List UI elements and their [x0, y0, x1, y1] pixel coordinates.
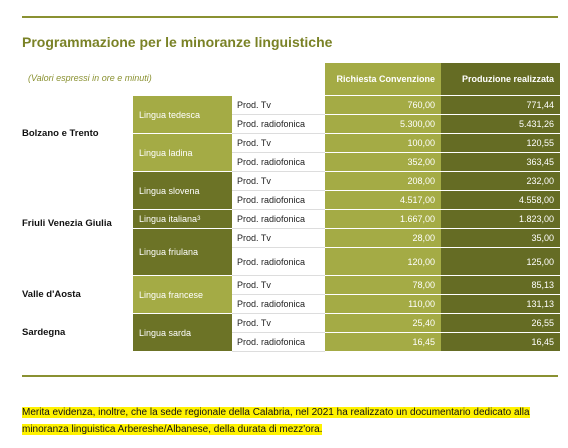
production-type: Prod. Tv [232, 172, 325, 191]
production-type: Prod. Tv [232, 134, 325, 153]
column-header: Produzione realizzata [441, 63, 560, 96]
language-name: Lingua italiana [139, 214, 198, 224]
production-type: Prod. radiofonica [232, 210, 325, 229]
language-name: Lingua tedesca [139, 109, 201, 120]
subtitle: (Valori espressi in ore e minuti) [28, 73, 152, 83]
requested-value: 4.517,00 [325, 191, 441, 210]
produced-value: 85,13 [441, 276, 560, 295]
column-header: Richiesta Convenzione [325, 63, 441, 96]
produced-value: 1.823,00 [441, 210, 560, 229]
footnote-ref: 3 [197, 216, 201, 222]
language-name: Lingua ladina [139, 147, 193, 158]
language-name: Lingua slovena [139, 185, 200, 196]
production-type: Prod. radiofonica [232, 191, 325, 210]
produced-value: 16,45 [441, 333, 560, 352]
requested-value: 78,00 [325, 276, 441, 295]
requested-value: 16,45 [325, 333, 441, 352]
production-type: Prod. Tv [232, 276, 325, 295]
language-name: Lingua sarda [139, 327, 192, 338]
produced-value: 232,00 [441, 172, 560, 191]
produced-value: 26,55 [441, 314, 560, 333]
region: Sardegna [22, 327, 66, 338]
language: Lingua sarda [133, 314, 232, 352]
produced-value: 5.431,26 [441, 115, 560, 134]
language: Lingua francese [133, 276, 232, 314]
produced-value: 120,55 [441, 134, 560, 153]
requested-value: 110,00 [325, 295, 441, 314]
requested-value: 28,00 [325, 229, 441, 248]
language: Lingua tedesca [133, 96, 232, 134]
produced-value: 125,00 [441, 248, 560, 276]
produced-value: 771,44 [441, 96, 560, 115]
requested-value: 25,40 [325, 314, 441, 333]
language: Lingua friulana [133, 229, 232, 276]
production-type: Prod. radiofonica [232, 153, 325, 172]
produced-value: 35,00 [441, 229, 560, 248]
requested-value: 5.300,00 [325, 115, 441, 134]
highlighted-text: Merita evidenza, inoltre, che la sede re… [22, 407, 530, 435]
production-type: Prod. radiofonica [232, 115, 325, 134]
language: Lingua slovena [133, 172, 232, 210]
requested-value: 352,00 [325, 153, 441, 172]
production-type: Prod. Tv [232, 229, 325, 248]
region: Valle d'Aosta [22, 289, 81, 300]
rule [22, 16, 558, 18]
title: Programmazione per le minoranze linguist… [22, 34, 333, 50]
language-name: Lingua francese [139, 289, 204, 300]
production-type: Prod. Tv [232, 314, 325, 333]
produced-value: 131,13 [441, 295, 560, 314]
production-type: Prod. Tv [232, 96, 325, 115]
language: Lingua italiana 3 [133, 210, 232, 229]
requested-value: 208,00 [325, 172, 441, 191]
footer: Merita evidenza, inoltre, che la sede re… [22, 404, 562, 438]
requested-value: 760,00 [325, 96, 441, 115]
requested-value: 100,00 [325, 134, 441, 153]
region: Bolzano e Trento [22, 128, 99, 139]
requested-value: 1.667,00 [325, 210, 441, 229]
produced-value: 363,45 [441, 153, 560, 172]
requested-value: 120,00 [325, 248, 441, 276]
rule [22, 375, 558, 377]
language: Lingua ladina [133, 134, 232, 172]
production-type: Prod. radiofonica [232, 333, 325, 352]
region: Friuli Venezia Giulia [22, 218, 112, 229]
production-type: Prod. radiofonica [232, 248, 325, 276]
production-type: Prod. radiofonica [232, 295, 325, 314]
language-name: Lingua friulana [139, 247, 199, 257]
produced-value: 4.558,00 [441, 191, 560, 210]
